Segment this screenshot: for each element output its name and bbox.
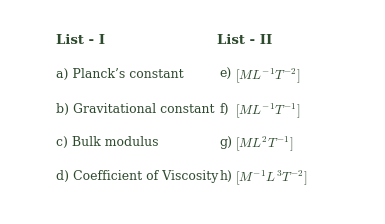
Text: f): f)	[220, 103, 229, 116]
Text: e): e)	[220, 68, 232, 81]
Text: $[M^{-1}L^{3}T^{-2}]$: $[M^{-1}L^{3}T^{-2}]$	[234, 168, 307, 187]
Text: h): h)	[220, 170, 233, 183]
Text: List - II: List - II	[217, 34, 272, 47]
Text: $[ML^{-1}T^{-2}]$: $[ML^{-1}T^{-2}]$	[234, 67, 300, 85]
Text: g): g)	[220, 136, 233, 149]
Text: c) Bulk modulus: c) Bulk modulus	[55, 136, 158, 149]
Text: a) Planck’s constant: a) Planck’s constant	[55, 68, 183, 81]
Text: $[ML^{2}T^{-1}]$: $[ML^{2}T^{-1}]$	[234, 134, 293, 153]
Text: b) Gravitational constant: b) Gravitational constant	[55, 103, 214, 116]
Text: $[ML^{-1}T^{-1}]$: $[ML^{-1}T^{-1}]$	[234, 101, 300, 120]
Text: d) Coefficient of Viscosity: d) Coefficient of Viscosity	[55, 170, 218, 183]
Text: List - I: List - I	[55, 34, 105, 47]
